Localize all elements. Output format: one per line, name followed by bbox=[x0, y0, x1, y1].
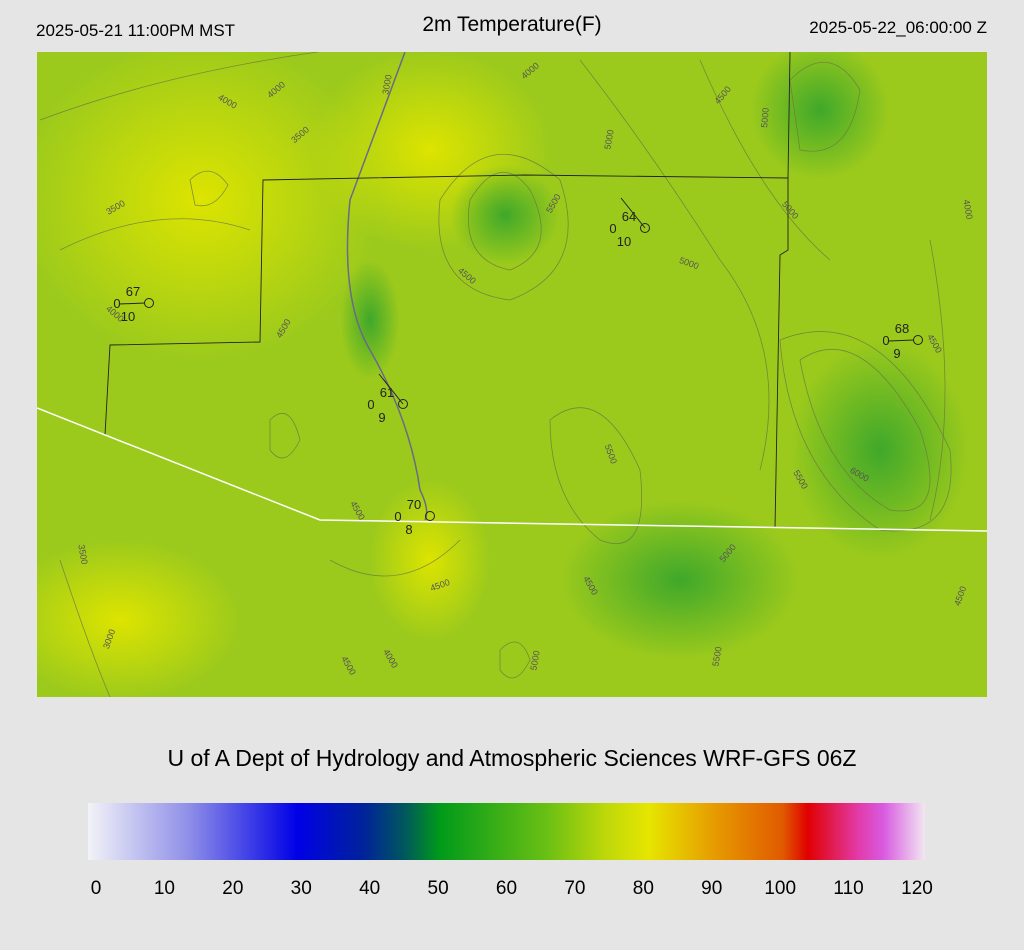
station-vis: 10 bbox=[121, 309, 135, 324]
station-temp: 67 bbox=[126, 284, 140, 299]
cool-area bbox=[340, 260, 400, 380]
station-vis: 9 bbox=[893, 346, 900, 361]
wind-barb bbox=[378, 373, 404, 405]
station-dew: 0 bbox=[609, 221, 616, 236]
contour-label: 5000 bbox=[528, 650, 541, 671]
station-dew: 0 bbox=[113, 296, 120, 311]
colorbar-tick-label: 20 bbox=[222, 878, 243, 899]
colorbar-tick-label: 50 bbox=[428, 878, 449, 899]
cool-area bbox=[560, 500, 800, 660]
colorbar-tick-label: 30 bbox=[291, 878, 312, 899]
footer: U of A Dept of Hydrology and Atmospheric… bbox=[167, 745, 856, 771]
valid-utc: 2025-05-22_06:00:00 Z bbox=[809, 18, 987, 37]
colorbar-tick-label: 0 bbox=[91, 878, 102, 899]
contour-label: 5000 bbox=[759, 107, 771, 128]
contours bbox=[39, 52, 952, 697]
station-vis: 9 bbox=[378, 410, 385, 425]
station-temp: 70 bbox=[407, 497, 421, 512]
colorbar-tick-label: 110 bbox=[833, 878, 863, 899]
contour-label: 3000 bbox=[380, 74, 393, 95]
contour-label: 3500 bbox=[76, 544, 89, 565]
cool-area bbox=[450, 165, 560, 265]
county-boundary bbox=[104, 52, 791, 529]
cool-area bbox=[750, 52, 890, 180]
state-boundary bbox=[37, 407, 987, 532]
colorbar-tick-label: 100 bbox=[764, 878, 796, 899]
station-temp: 61 bbox=[380, 385, 394, 400]
station-circle bbox=[640, 223, 650, 233]
colorbar-tick-label: 40 bbox=[359, 878, 380, 899]
station-circle bbox=[425, 511, 435, 521]
warm-area bbox=[37, 540, 240, 697]
station-circle bbox=[398, 399, 408, 409]
river bbox=[346, 52, 428, 521]
wind-barb bbox=[620, 197, 646, 229]
colorbar bbox=[88, 803, 925, 860]
colorbar-tick-label: 120 bbox=[901, 878, 933, 899]
contour-label: 5000 bbox=[602, 129, 615, 150]
wind-barb bbox=[887, 339, 915, 342]
map-title: 2m Temperature(F) bbox=[422, 13, 601, 36]
colorbar-tick-label: 60 bbox=[496, 878, 517, 899]
colorbar-tick-label: 70 bbox=[564, 878, 585, 899]
colorbar-tick-label: 90 bbox=[701, 878, 722, 899]
cool-area bbox=[790, 340, 970, 560]
station-dew: 0 bbox=[394, 509, 401, 524]
colorbar-tick-label: 80 bbox=[633, 878, 654, 899]
warm-area bbox=[37, 52, 380, 360]
station-vis: 10 bbox=[617, 234, 631, 249]
station-vis: 8 bbox=[405, 522, 412, 537]
station-temp: 64 bbox=[622, 209, 636, 224]
colorbar-tick-label: 10 bbox=[154, 878, 175, 899]
station-dew: 0 bbox=[367, 397, 374, 412]
wind-barb bbox=[118, 302, 146, 305]
valid-local: 2025-05-21 11:00PM MST bbox=[36, 21, 235, 40]
station-dew: 0 bbox=[882, 333, 889, 348]
contour-label: 5500 bbox=[710, 646, 723, 667]
contour-label: 4000 bbox=[961, 199, 974, 220]
warm-area bbox=[370, 480, 490, 640]
station-temp: 68 bbox=[895, 321, 909, 336]
